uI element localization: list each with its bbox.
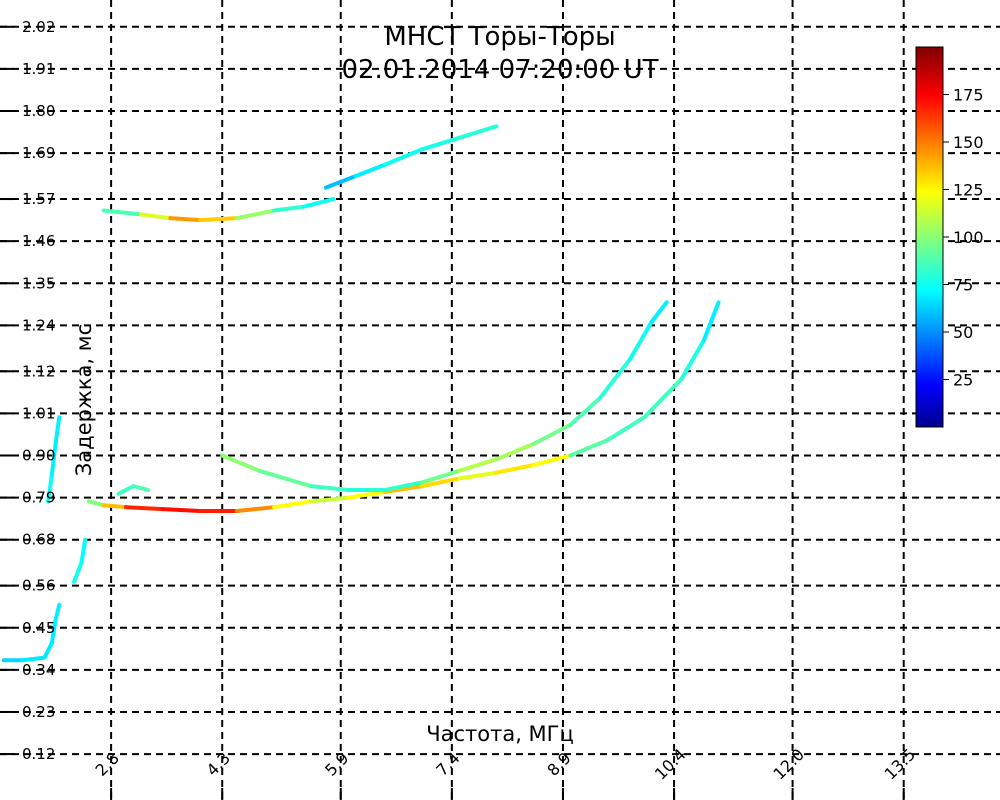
echo-trace-segment bbox=[346, 489, 388, 500]
echo-trace-segment bbox=[86, 499, 106, 508]
echo-trace-segment bbox=[101, 208, 143, 217]
echo-trace-segment bbox=[235, 208, 277, 221]
colorbar-tick-label: 25 bbox=[953, 371, 973, 390]
echo-trace-segment bbox=[49, 442, 58, 477]
y-tick-label: 0.56 bbox=[22, 577, 55, 595]
echo-trace-segment bbox=[457, 124, 499, 140]
echo-trace-segment bbox=[323, 174, 358, 190]
echo-trace-segment bbox=[101, 503, 128, 510]
y-tick-label: 0.90 bbox=[22, 447, 55, 465]
echo-trace-segment bbox=[679, 338, 706, 381]
echo-trace-segment bbox=[642, 376, 684, 420]
echo-trace-segment bbox=[49, 618, 58, 646]
echo-trace-segment bbox=[272, 204, 306, 213]
echo-trace-segment bbox=[531, 453, 573, 468]
echo-trace-segment bbox=[649, 300, 669, 324]
echo-trace-segment bbox=[531, 422, 573, 447]
echo-trace-segment bbox=[598, 357, 632, 401]
echo-trace-segment bbox=[301, 197, 336, 209]
colorbar-tick-label: 125 bbox=[953, 181, 984, 200]
y-tick-label: 2.02 bbox=[22, 18, 55, 36]
echo-trace-segment bbox=[383, 484, 425, 494]
y-tick-label: 1.01 bbox=[22, 404, 55, 422]
echo-trace-segment bbox=[272, 499, 314, 510]
echo-trace-segment bbox=[53, 602, 62, 623]
echo-trace-segment bbox=[420, 476, 462, 489]
echo-trace-segment bbox=[383, 147, 425, 167]
echo-trace-segment bbox=[420, 468, 462, 485]
y-tick-label: 0.12 bbox=[22, 745, 55, 763]
echo-trace-segment bbox=[42, 641, 54, 660]
colorbar-tick-label: 175 bbox=[953, 86, 984, 105]
echo-trace-segment bbox=[457, 457, 499, 473]
echo-trace-segment bbox=[605, 415, 647, 443]
colorbar-tick-label: 75 bbox=[953, 276, 973, 295]
echo-trace-segment bbox=[494, 442, 536, 462]
echo-trace-segment bbox=[568, 438, 610, 458]
echo-trace-segment bbox=[701, 300, 721, 343]
colorbar-tick-label: 150 bbox=[953, 133, 984, 152]
y-tick-label: 1.91 bbox=[22, 60, 55, 78]
echo-trace-segment bbox=[168, 216, 202, 223]
echo-trace-segment bbox=[53, 415, 62, 447]
y-tick-label: 0.79 bbox=[22, 489, 55, 507]
x-axis-label: Частота, МГц bbox=[426, 722, 574, 746]
echo-trace-segment bbox=[79, 537, 88, 565]
echo-trace-segment bbox=[220, 453, 262, 473]
y-tick-label: 0.68 bbox=[22, 531, 55, 549]
echo-trace-segment bbox=[235, 505, 277, 514]
echo-trace-segment bbox=[627, 319, 654, 362]
echo-trace-segment bbox=[131, 484, 151, 492]
chart-title-line2: 02.01.2014 07:20:00 UT bbox=[341, 55, 658, 85]
echo-trace-segment bbox=[353, 162, 388, 179]
colorbar: 25 50 75 100 125 150 175 bbox=[915, 46, 984, 428]
y-tick-label: 1.46 bbox=[22, 232, 55, 250]
echo-trace-segment bbox=[116, 484, 136, 496]
echo-trace-segment bbox=[309, 484, 351, 492]
y-tick-label: 0.45 bbox=[22, 619, 55, 637]
echo-traces bbox=[1, 124, 721, 663]
echo-trace-segment bbox=[457, 470, 499, 481]
echo-trace-segment bbox=[160, 507, 202, 514]
echo-trace-segment bbox=[494, 463, 536, 475]
echo-trace-segment bbox=[309, 495, 351, 504]
y-ticks: 2.02 1.91 1.80 1.69 1.57 1.46 1.35 1.24 1.12 1.01… bbox=[0, 18, 55, 763]
y-tick-label: 1.24 bbox=[22, 316, 55, 334]
echo-trace-segment bbox=[46, 472, 54, 504]
chart-title-line1: МНСТ Торы-Торы bbox=[384, 22, 615, 52]
colorbar-tick-label: 50 bbox=[953, 323, 973, 342]
y-tick-label: 1.12 bbox=[22, 362, 55, 380]
y-axis-label: Задержка, мс bbox=[72, 324, 96, 476]
echo-trace-segment bbox=[123, 505, 165, 512]
echo-trace-segment bbox=[568, 396, 602, 427]
echo-trace-segment bbox=[72, 560, 84, 584]
colorbar-ticks: 25 50 75 100 125 150 175 bbox=[943, 86, 984, 390]
y-tick-label: 1.57 bbox=[22, 190, 55, 208]
colorbar-tick-label: 100 bbox=[953, 228, 984, 247]
echo-trace-segment bbox=[383, 480, 425, 492]
y-tick-label: 1.80 bbox=[22, 102, 55, 120]
echo-trace-segment bbox=[20, 655, 47, 663]
y-tick-label: 0.23 bbox=[22, 703, 55, 721]
colorbar-gradient bbox=[915, 46, 944, 428]
echo-trace-segment bbox=[138, 212, 173, 221]
y-tick-label: 1.35 bbox=[22, 274, 55, 292]
y-tick-label: 1.69 bbox=[22, 144, 55, 162]
y-tick-label: 0.34 bbox=[22, 661, 55, 679]
echo-trace-segment bbox=[420, 135, 462, 152]
echo-trace-segment bbox=[198, 216, 240, 223]
echo-trace-segment bbox=[257, 468, 314, 489]
